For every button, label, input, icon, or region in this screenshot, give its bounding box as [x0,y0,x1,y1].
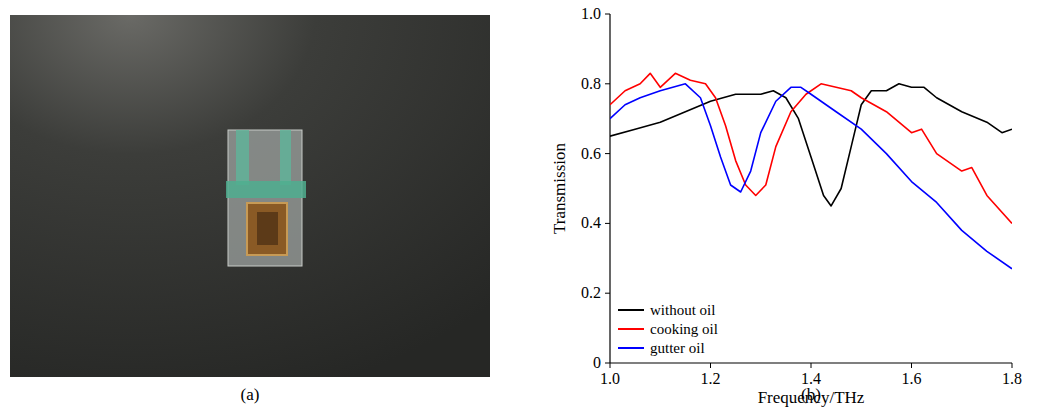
x-tick-label: 1.2 [701,370,721,387]
x-tick [1012,363,1013,368]
x-tick [710,363,711,368]
panel-label: (b) [801,385,821,404]
y-tick-label: 0.2 [581,284,601,301]
tape [226,181,306,198]
x-tick-label: 1.6 [902,370,922,387]
x-tick-label: 1.0 [600,370,620,387]
y-tick [605,293,610,294]
photo [10,15,490,377]
y-tick-label: 1.0 [581,5,601,22]
y-tick [605,363,610,364]
x-tick [811,363,812,368]
legend-swatch [618,347,644,349]
sample [247,203,287,255]
series-line [610,84,1012,206]
legend-label: without oil [650,302,715,318]
y-tick [605,153,610,154]
y-tick-label: 0 [593,354,601,371]
y-tick-label: 0.6 [581,145,601,162]
sample-center [257,212,278,245]
figure: (a)1.01.21.41.61.800.20.40.60.81.0Freque… [0,0,1052,409]
legend-label: cooking oil [650,321,718,337]
tape [236,130,249,185]
y-tick [605,14,610,15]
y-tick-label: 0.4 [581,214,601,231]
x-tick [911,363,912,368]
tape [280,130,291,185]
x-tick-label: 1.8 [1002,370,1022,387]
y-tick [605,223,610,224]
x-tick [610,363,611,368]
series-line [610,73,1012,223]
y-tick-label: 0.8 [581,75,601,92]
panel-label: (a) [241,385,260,404]
chart: 1.01.21.41.61.800.20.40.60.81.0Frequency… [550,5,1022,407]
legend: without oil cooking oil gutter oil [618,302,718,356]
plot-area [610,73,1012,268]
y-axis-title: Transmission [550,142,569,234]
y-tick [605,83,610,84]
y-axis [609,14,610,363]
legend-label: gutter oil [650,340,705,356]
legend-swatch [618,309,644,311]
series-line [610,84,1012,269]
photo-background [10,15,490,377]
legend-swatch [618,328,644,330]
